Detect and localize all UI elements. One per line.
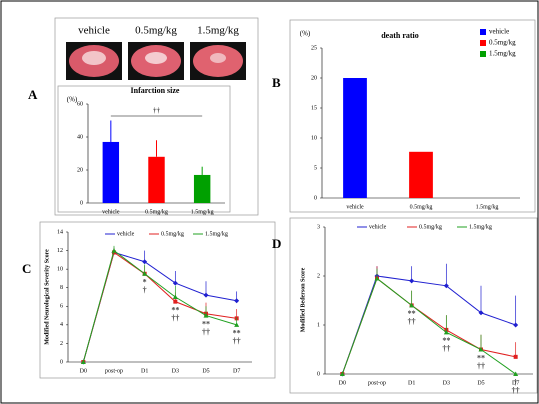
bar xyxy=(103,142,119,203)
x-tick-label: D5 xyxy=(202,368,209,374)
legend-swatch xyxy=(480,51,486,57)
x-tick-label: D0 xyxy=(80,368,87,374)
x-tick-label: 1.5mg/kg xyxy=(191,209,214,215)
panel-label: D xyxy=(272,236,281,251)
legend-label: 0.5mg/kg xyxy=(419,224,442,230)
x-tick-label: 0.5mg/kg xyxy=(410,204,433,210)
y-tick-label: 4 xyxy=(60,322,63,328)
chart-title: Infarction size xyxy=(131,86,180,95)
annotation: †† xyxy=(171,313,179,322)
panel-label: C xyxy=(22,261,31,276)
legend-swatch xyxy=(480,40,486,46)
y-tick-label: 10 xyxy=(311,135,317,141)
bar xyxy=(194,175,210,203)
y-tick-label: 1 xyxy=(317,322,320,328)
annotation: †† xyxy=(477,361,485,370)
y-tick-label: 40 xyxy=(77,134,83,140)
x-tick-label: 1.5mg/kg xyxy=(476,204,499,210)
annotation: †† xyxy=(408,317,416,326)
annotation: †† xyxy=(512,386,520,395)
x-tick-label: D1 xyxy=(408,380,415,386)
marker xyxy=(173,300,177,304)
panel-c-box xyxy=(40,222,275,378)
y-tick-label: 12 xyxy=(57,248,63,254)
figure: AInfarction size(%)0204060vehicle0.5mg/k… xyxy=(0,0,539,404)
legend-label: 0.5mg/kg xyxy=(489,39,516,47)
annotation: †† xyxy=(233,337,241,346)
y-axis-label: Modified Neurological Severity Score xyxy=(44,249,50,345)
legend-swatch xyxy=(480,29,486,35)
y-tick-label: 60 xyxy=(77,101,83,107)
y-tick-label: 0 xyxy=(60,359,63,365)
x-tick-label: D1 xyxy=(141,368,148,374)
y-axis-label: (%) xyxy=(300,30,311,38)
y-tick-label: 14 xyxy=(57,229,63,235)
panel-label: A xyxy=(28,87,38,102)
x-tick-label: D3 xyxy=(172,368,179,374)
brain-images xyxy=(66,42,246,80)
panel-label: B xyxy=(272,75,281,90)
legend-label: vehicle xyxy=(369,224,387,230)
bar xyxy=(148,157,164,203)
y-tick-label: 2 xyxy=(317,273,320,279)
x-tick-label: D7 xyxy=(233,368,240,374)
bar xyxy=(409,152,433,198)
y-tick-label: 6 xyxy=(60,304,63,310)
marker xyxy=(514,355,518,359)
y-tick-label: 3 xyxy=(317,224,320,230)
y-axis-label: Modified Bederson Score xyxy=(300,267,306,332)
legend-label: 1.5mg/kg xyxy=(489,50,516,58)
y-tick-label: 8 xyxy=(60,285,63,291)
y-tick-label: 20 xyxy=(311,75,317,81)
x-tick-label: D0 xyxy=(339,380,346,386)
x-tick-label: D5 xyxy=(477,380,484,386)
image-label: 0.5mg/kg xyxy=(135,25,177,37)
annotation: †† xyxy=(202,327,210,336)
legend-label: vehicle xyxy=(489,28,509,36)
y-tick-label: 25 xyxy=(311,45,317,51)
legend-label: 0.5mg/kg xyxy=(161,231,184,237)
chart-title: death ratio xyxy=(381,31,419,40)
y-tick-label: 0 xyxy=(314,195,317,201)
x-tick-label: D3 xyxy=(443,380,450,386)
y-tick-label: 0 xyxy=(317,371,320,377)
bar xyxy=(343,78,367,198)
legend-label: 1.5mg/kg xyxy=(469,224,492,230)
image-label: 1.5mg/kg xyxy=(197,25,239,37)
y-tick-label: 2 xyxy=(60,341,63,347)
legend-label: vehicle xyxy=(117,231,135,237)
annotation: †† xyxy=(153,107,161,115)
x-tick-label: 0.5mg/kg xyxy=(145,209,168,215)
image-label: vehicle xyxy=(78,25,110,37)
x-tick-label: vehicle xyxy=(102,209,120,215)
legend-label: 1.5mg/kg xyxy=(205,231,228,237)
y-tick-label: 10 xyxy=(57,267,63,273)
y-tick-label: 0 xyxy=(80,200,83,206)
y-tick-label: 20 xyxy=(77,167,83,173)
x-tick-label: post-op xyxy=(368,380,386,386)
x-tick-label: vehicle xyxy=(346,204,364,210)
x-tick-label: post-op xyxy=(105,368,123,374)
annotation: † xyxy=(143,286,147,295)
annotation: †† xyxy=(442,344,450,353)
y-tick-label: 15 xyxy=(311,105,317,111)
y-tick-label: 5 xyxy=(314,165,317,171)
